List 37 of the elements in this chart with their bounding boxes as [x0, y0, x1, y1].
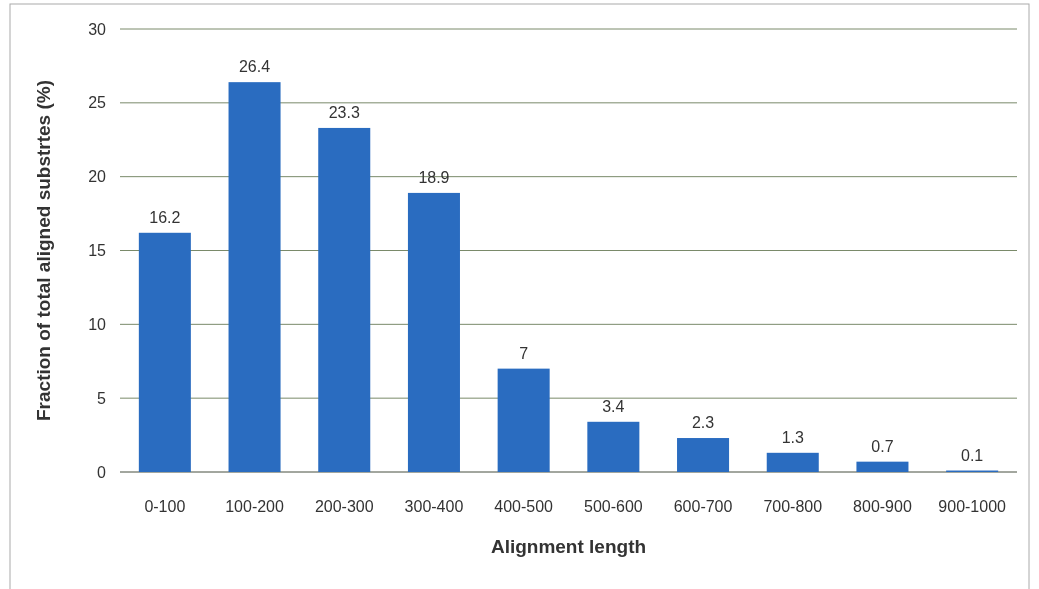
bar [856, 461, 909, 472]
bar [138, 232, 191, 472]
data-label: 7 [519, 344, 529, 362]
bar [497, 368, 550, 472]
data-label: 0.7 [871, 437, 894, 455]
x-tick-label: 800-900 [853, 498, 912, 515]
y-tick-label: 20 [88, 168, 107, 186]
data-label: 23.3 [328, 103, 360, 121]
data-label: 3.4 [602, 397, 625, 415]
bar [677, 438, 730, 472]
x-tick-label: 400-500 [494, 498, 554, 515]
x-tick-label: 100-200 [225, 498, 285, 515]
y-axis-title: Fraction of total aligned substrtes (%) [33, 80, 54, 421]
y-tick-label: 10 [88, 315, 107, 333]
data-label: 16.2 [149, 208, 181, 226]
x-tick-label: 900-1000 [938, 498, 1007, 515]
bar [587, 421, 640, 472]
x-tick-label: 0-100 [144, 498, 186, 515]
bar [766, 452, 819, 472]
y-tick-label: 15 [88, 242, 107, 260]
y-tick-label: 25 [88, 94, 107, 112]
x-tick-label: 300-400 [404, 498, 464, 515]
data-label: 1.3 [781, 428, 804, 446]
bar [228, 82, 281, 472]
x-tick-label: 200-300 [314, 498, 374, 515]
x-tick-label: 500-600 [583, 498, 643, 515]
y-tick-label: 5 [97, 389, 107, 407]
x-tick-label: 600-700 [673, 498, 733, 515]
data-label: 26.4 [238, 58, 271, 76]
data-label: 2.3 [691, 414, 715, 432]
x-tick-label: 700-800 [763, 498, 823, 515]
y-tick-label: 0 [97, 463, 107, 481]
bar [407, 192, 460, 472]
x-axis-title: Alignment length [490, 536, 647, 557]
bar [318, 127, 371, 472]
data-label: 0.1 [961, 446, 984, 464]
y-tick-label: 30 [88, 20, 107, 38]
